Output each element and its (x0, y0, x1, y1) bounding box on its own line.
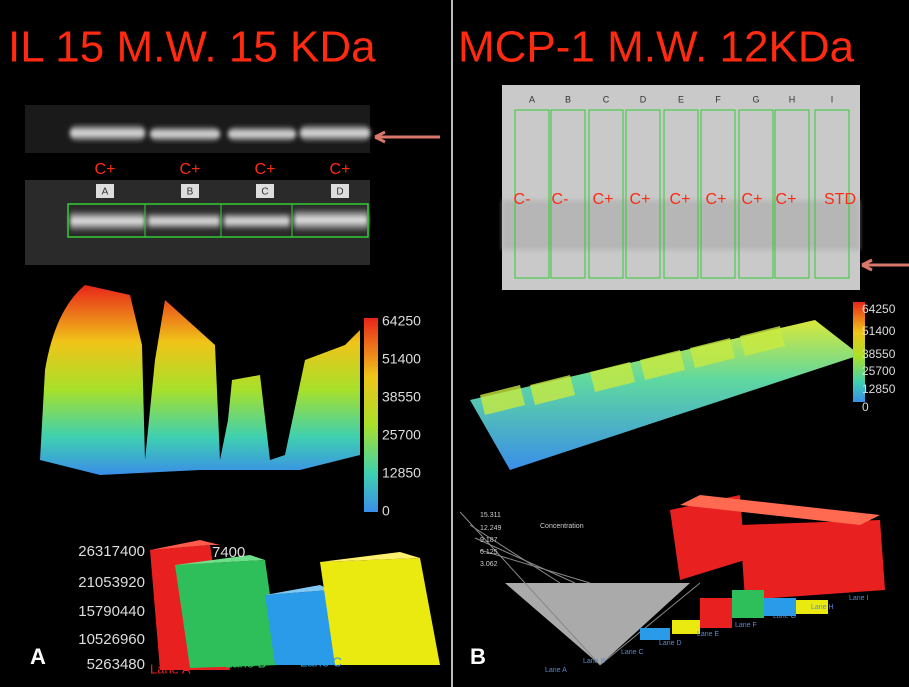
surface-ridges (480, 326, 785, 415)
lane-tag: C+ (330, 161, 351, 178)
lane-letter: C (261, 187, 268, 198)
lane-name: Lane I (849, 595, 869, 602)
lane-box (625, 109, 661, 279)
triangle-plane (505, 583, 690, 665)
lane-name: Lane F (735, 622, 757, 629)
colorbar-b (853, 302, 865, 402)
colorbar-label: 12850 (862, 382, 896, 396)
axis-label: 6.125 (480, 549, 498, 556)
colorbar-label: 0 (862, 400, 869, 414)
gel-detail-bands (70, 208, 368, 232)
axis-label: 21053920 (78, 574, 145, 591)
lane-letter: A (529, 94, 535, 104)
lane-box (814, 109, 850, 279)
lane-label-box (96, 184, 114, 198)
bars-b (640, 495, 885, 640)
lane-box (663, 109, 699, 279)
colorbar-label: 38550 (862, 347, 896, 361)
colorbar-label: 51400 (382, 351, 421, 367)
lane-tag: C+ (670, 191, 691, 208)
lane-tag: C+ (180, 161, 201, 178)
lane-box (514, 109, 550, 279)
axis-label: 15.311 (480, 512, 501, 519)
lane-letter: C (603, 94, 610, 104)
colorbar-label: 38550 (382, 389, 421, 405)
lane-name: Lane C (621, 649, 644, 656)
axis-label: 26317400 (78, 543, 145, 560)
lane-box (700, 109, 736, 279)
lane-label-box (256, 184, 274, 198)
lane-tag: C+ (255, 161, 276, 178)
lane-letter: I (831, 94, 834, 104)
axis-label: 7400 (212, 544, 245, 561)
colorbar-label: 64250 (382, 313, 421, 329)
axis-label: 9.187 (480, 537, 498, 544)
lane-label-box (181, 184, 199, 198)
lane-letter: F (715, 94, 721, 104)
lane-label-box (331, 184, 349, 198)
surface-plot (40, 285, 360, 475)
lane-name: Lane E (697, 631, 720, 638)
colorbar-label: 25700 (862, 364, 896, 378)
lane-tag: C+ (742, 191, 763, 208)
colorbar-label: 25700 (382, 427, 421, 443)
lane-name: Lane D (659, 640, 682, 647)
lane-name: Lane H (811, 604, 834, 611)
panel-title: IL 15 M.W. 15 KDa (8, 23, 376, 72)
panel-title: MCP-1 M.W. 12KDa (458, 23, 855, 72)
panel-letter: A (30, 644, 46, 669)
colorbar-label: 64250 (862, 302, 896, 316)
axis-label: 10526960 (78, 631, 145, 648)
lane-tag: C+ (706, 191, 727, 208)
lane-letter: B (565, 94, 571, 104)
lane-name: Lane C (300, 654, 342, 669)
lane-letter: D (336, 187, 343, 198)
colorbar-label: 51400 (862, 324, 896, 338)
bar-3d (150, 540, 440, 670)
lane-tag: C+ (95, 161, 116, 178)
lane-letter: D (640, 94, 647, 104)
lane-name: Lane B (583, 658, 606, 665)
axis-label: 5263480 (87, 656, 145, 673)
lane-letter: B (187, 187, 194, 198)
lane-name: Lane G (773, 613, 796, 620)
gel-bands (70, 124, 370, 142)
lane-tag: C+ (776, 191, 797, 208)
axis-lines (459, 511, 701, 666)
arrow-b (861, 258, 909, 272)
lane-dividers (144, 204, 293, 237)
lane-letter: A (102, 187, 109, 198)
axis-label: 15790440 (78, 603, 145, 620)
surface-plot-b (470, 320, 860, 470)
colorbar-label: 12850 (382, 465, 421, 481)
lane-tag: C- (552, 191, 569, 208)
gel-b (502, 85, 860, 290)
lane-tag: C+ (630, 191, 651, 208)
colorbar (364, 318, 378, 512)
gel-b-lanes (514, 109, 850, 279)
lane-tag: STD (824, 191, 856, 208)
lane-box (774, 109, 810, 279)
lane-name: Lane B (225, 655, 266, 670)
lane-box (588, 109, 624, 279)
lane-box (550, 109, 586, 279)
lane-box (67, 203, 369, 238)
lane-letter: G (752, 94, 759, 104)
arrow (374, 130, 440, 144)
axis-title: Concentration (540, 523, 584, 530)
gel-b-smear (502, 200, 860, 250)
colorbar-label: 0 (382, 503, 390, 519)
lane-tag: C- (514, 191, 531, 208)
axis-label: 3.062 (480, 561, 498, 568)
lane-tag: C+ (593, 191, 614, 208)
lane-letter: E (678, 94, 684, 104)
lane-name: Lane D (380, 652, 422, 667)
lane-name: Lane A (545, 667, 567, 674)
lane-box (738, 109, 774, 279)
axis-label: 12.249 (480, 525, 502, 532)
lane-letter: H (789, 94, 796, 104)
panel-letter: B (470, 644, 486, 669)
lane-name: Lane A (150, 661, 191, 676)
